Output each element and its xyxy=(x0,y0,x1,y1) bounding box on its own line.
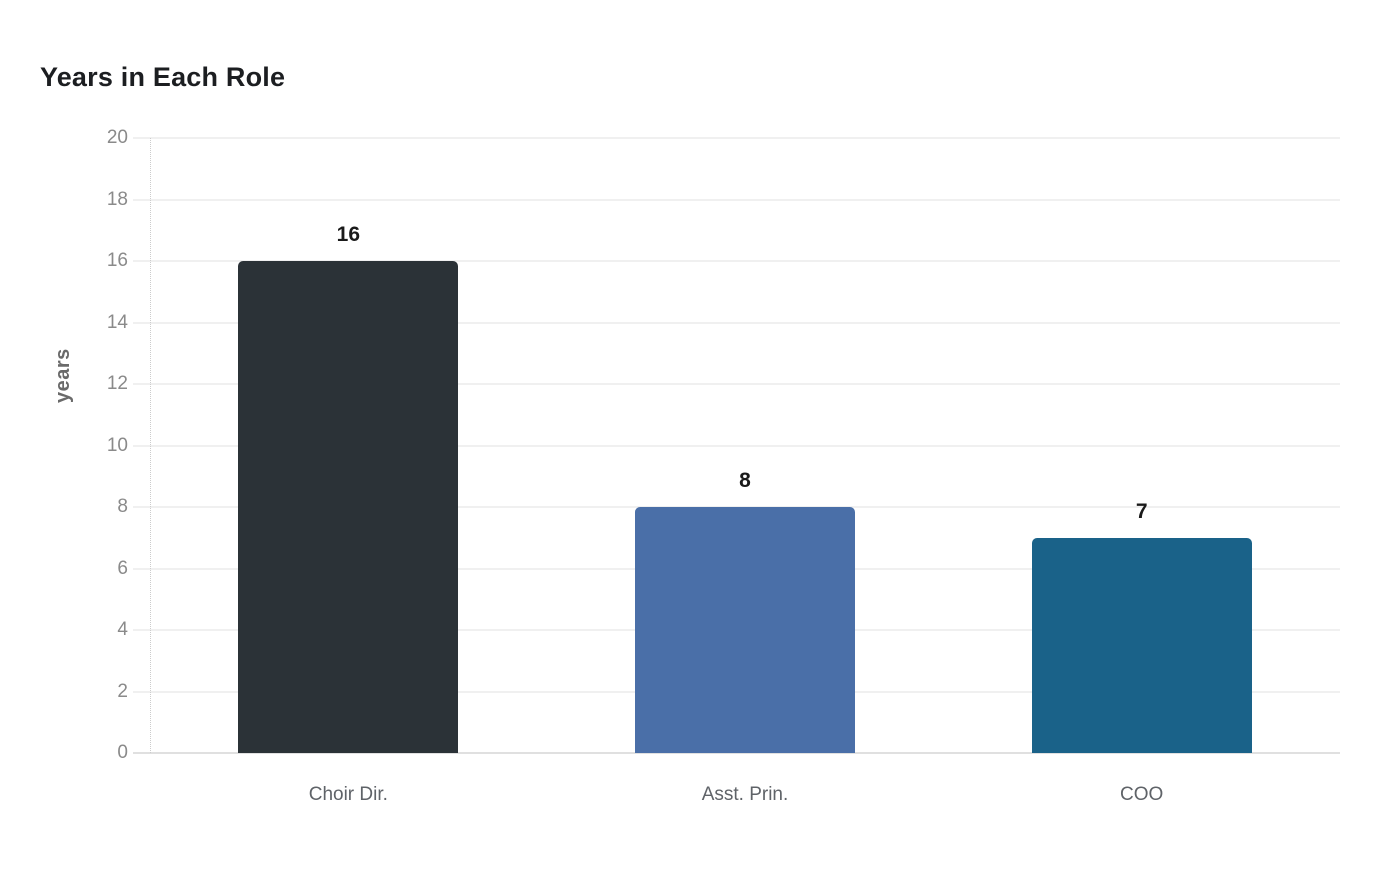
y-tick-label: 8 xyxy=(117,496,128,517)
y-tick-label: 16 xyxy=(106,250,128,271)
bar-value-label: 8 xyxy=(739,469,751,492)
plot-area: 0 2 4 6 8 10 12 14 16 18 20 16 Choir Dir. 8 Asst. Prin… xyxy=(107,127,1340,805)
y-axis-line xyxy=(150,138,151,753)
y-tick-label: 18 xyxy=(106,188,128,210)
gridline xyxy=(133,137,1340,139)
y-tick-label: 2 xyxy=(117,680,128,702)
x-category-label: Asst. Prin. xyxy=(701,784,789,805)
gridline xyxy=(133,444,1340,447)
y-tick-label: 12 xyxy=(106,373,128,394)
x-category-label: Choir Dir. xyxy=(308,784,388,805)
x-axis-baseline xyxy=(133,752,1340,754)
y-tick-label: 20 xyxy=(106,127,128,148)
bar-value-label: 7 xyxy=(1135,499,1148,523)
y-tick-label: 6 xyxy=(117,557,128,579)
gridline xyxy=(133,260,1340,262)
x-category-label: COO xyxy=(1120,784,1164,805)
gridline xyxy=(133,198,1340,201)
y-tick-label: 10 xyxy=(106,434,128,456)
chart-title: Years in Each Role xyxy=(40,62,286,92)
y-tick-label: 0 xyxy=(117,742,128,763)
bar-value-label: 16 xyxy=(336,223,360,246)
gridline xyxy=(133,383,1340,385)
bar-asst-prin xyxy=(635,507,855,753)
gridline xyxy=(133,321,1340,324)
bar-coo xyxy=(1031,537,1252,753)
y-tick-label: 14 xyxy=(106,311,128,333)
bar-choir-dir xyxy=(238,261,459,753)
y-tick-label: 4 xyxy=(117,619,128,640)
